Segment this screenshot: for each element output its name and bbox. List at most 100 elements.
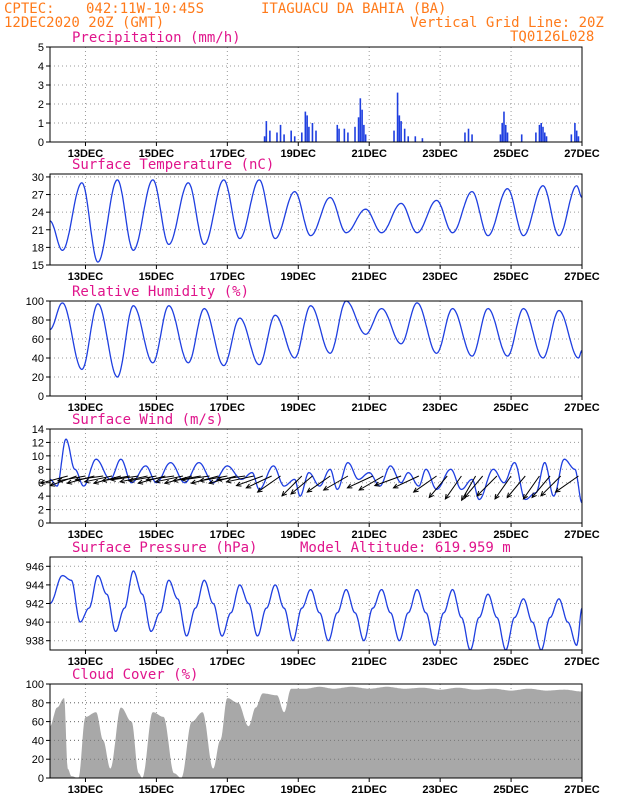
panel-precip: 0 1 2 3 4 5 13DEC 15DEC 17DEC 19DEC 21DEC 23DEC 25DE… (38, 30, 600, 160)
precip-bar (467, 128, 470, 142)
precip-bar (304, 111, 307, 142)
precip-bar (359, 98, 362, 142)
wind-vector-shaft (102, 475, 130, 482)
xtick-label: 19DEC (281, 656, 317, 668)
temp-title: Surface Temperature (nC) (72, 157, 274, 173)
wind-vector-shaft (40, 475, 68, 484)
wind-vector (281, 475, 303, 497)
ytick-label: 30 (32, 172, 44, 184)
wind-vector-head (56, 477, 63, 483)
ytick-label: 0 (38, 137, 44, 149)
wind-vector-shaft (290, 475, 313, 495)
xtick-label: 21DEC (351, 271, 387, 283)
xtick-label: 23DEC (422, 529, 458, 541)
ytick-label: 80 (32, 698, 44, 710)
xtick-label: 13DEC (68, 402, 104, 414)
precip-bar (577, 136, 580, 142)
wind-vector-shaft (199, 475, 228, 482)
pressure-title: Surface Pressure (hPa) (72, 540, 257, 556)
wind-vector-shaft (281, 475, 303, 497)
wind-vector-head (74, 476, 81, 482)
wind-vector-shaft (173, 475, 201, 482)
wind-vector-head (306, 487, 313, 493)
wind-vector-head (137, 479, 144, 485)
cloud-area (50, 686, 582, 778)
wind-vector-head (154, 478, 161, 484)
ytick-label: 10 (32, 451, 44, 463)
xtick-label: 15DEC (139, 148, 175, 160)
precip-bar (421, 138, 424, 142)
xtick-label: 23DEC (422, 402, 458, 414)
wind-vector-head (461, 495, 467, 502)
wind-vector (506, 475, 526, 499)
wind-vector-head (358, 485, 365, 491)
wind-vector (56, 475, 86, 483)
header-coords: 042:11W-10:45S (86, 1, 205, 17)
wind-vector-head (127, 477, 134, 483)
xtick-label: 15DEC (139, 271, 175, 283)
pressure-extra-label: Model Altitude: 619.959 m (300, 540, 511, 556)
precip-frame (49, 46, 583, 143)
ytick-label: 5 (38, 42, 44, 54)
precip-title: Precipitation (mm/h) (72, 30, 241, 46)
ytick-label: 2 (38, 505, 44, 517)
wind-vector-shaft (84, 475, 113, 483)
header-source: CPTEC: (4, 1, 55, 17)
wind-vector-head (208, 479, 215, 485)
wind-vector (392, 475, 420, 489)
wind-vector-shaft (347, 475, 373, 489)
wind-vector-head (476, 490, 482, 497)
ytick-label: 0 (38, 391, 44, 403)
xtick-label: 23DEC (422, 271, 458, 283)
wind-vector-shaft (522, 475, 540, 500)
precip-bar (338, 128, 340, 142)
wind-vector (225, 475, 255, 484)
precip-bar (398, 115, 401, 142)
wind-vector (306, 475, 331, 493)
ytick-label: 60 (32, 334, 44, 346)
pressure-line (49, 570, 583, 651)
xtick-label: 13DEC (68, 784, 104, 796)
ytick-label: 21 (32, 225, 44, 237)
ytick-label: 40 (32, 353, 44, 365)
wind-vector (216, 475, 246, 482)
wind-vector (145, 475, 175, 482)
precip-bar (396, 92, 399, 142)
wind-vector (154, 475, 184, 484)
wind-vector (109, 475, 139, 482)
wind-vector-head (163, 479, 170, 485)
wind-vector (83, 475, 113, 484)
rh-frame (49, 300, 583, 397)
temp-line (49, 179, 583, 263)
wind-vector-shaft (257, 475, 281, 493)
wind-vector-head (109, 476, 116, 482)
wind-vector-head (346, 483, 353, 489)
header-run: 12DEC2020 20Z (GMT) (4, 15, 165, 31)
precip-bar (545, 136, 548, 142)
precip-bar (357, 117, 360, 142)
panel-cloud: 0 20 40 60 80 100 13DEC 15DEC 17DEC 19DEC 21DEC 23D… (26, 667, 600, 796)
wind-vector-shaft (50, 475, 77, 487)
ytick-label: 8 (38, 464, 44, 476)
xtick-label: 13DEC (68, 148, 104, 160)
precip-bar (540, 123, 543, 142)
precip-bar (501, 123, 503, 142)
xtick-label: 27DEC (564, 402, 600, 414)
wind-vector-head (540, 490, 546, 497)
xtick-label: 21DEC (351, 656, 387, 668)
wind-vector (180, 475, 210, 482)
precip-bar (574, 123, 576, 142)
ytick-label: 946 (26, 561, 44, 573)
wind-vector-head (66, 479, 73, 485)
wind-vector-shaft (540, 475, 562, 497)
wind-vector-head (145, 476, 152, 482)
wind-vector-shaft (217, 475, 246, 481)
xtick-label: 15DEC (139, 529, 175, 541)
precip-bar (520, 134, 523, 142)
xtick-label: 27DEC (564, 784, 600, 796)
wind-vector-head (101, 477, 108, 483)
precip-bar (504, 124, 507, 142)
xtick-label: 25DEC (493, 656, 529, 668)
wind-vector (540, 475, 562, 497)
